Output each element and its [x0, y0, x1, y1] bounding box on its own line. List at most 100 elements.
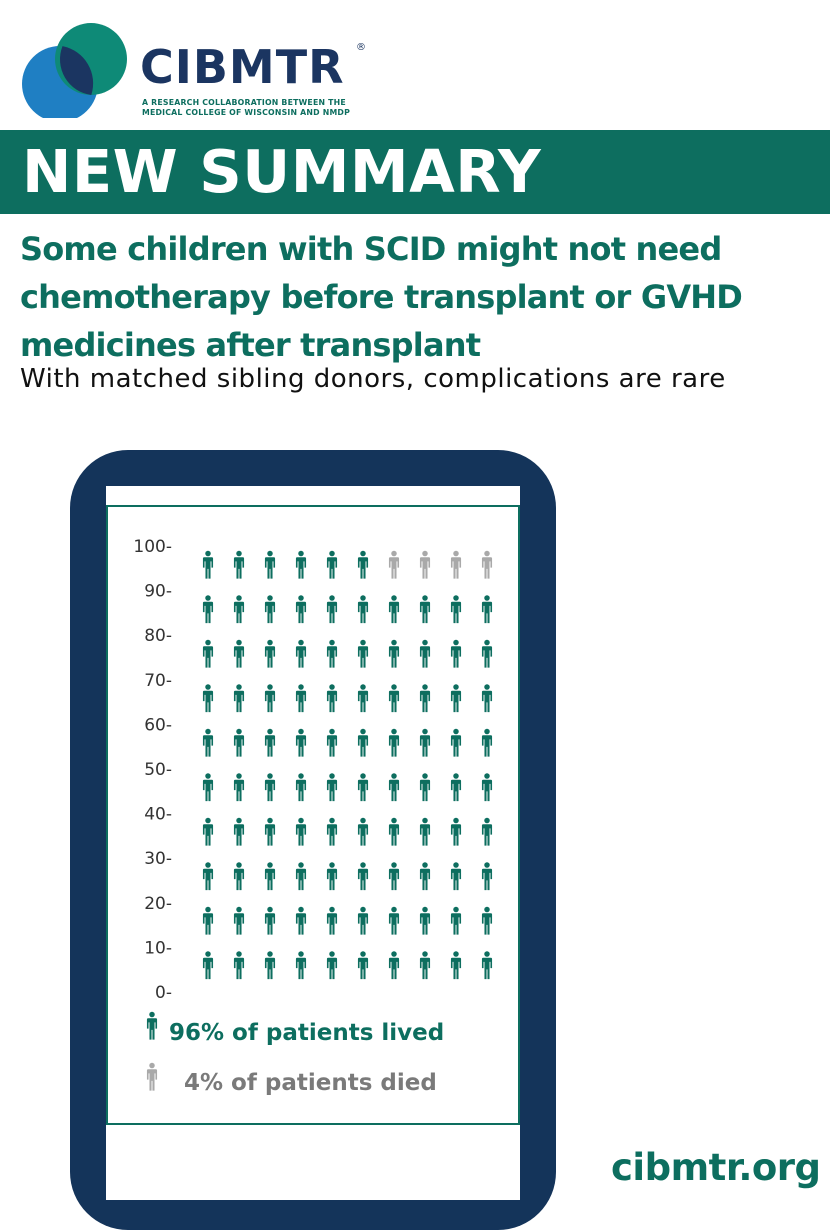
person-icon-lived — [326, 728, 338, 757]
y-tick-label: 30- — [144, 849, 172, 869]
y-tick-label: 90- — [144, 582, 172, 602]
person-icon-lived — [295, 728, 307, 757]
person-icon-lived — [295, 951, 307, 980]
logo-tagline-line2: MEDICAL COLLEGE OF WISCONSIN AND NMDP — [142, 107, 350, 117]
person-icon-lived — [357, 684, 369, 713]
person-icon-lived — [295, 817, 307, 846]
person-icon-lived — [264, 906, 276, 935]
person-icon-lived — [450, 639, 462, 668]
person-icon-lived — [481, 817, 493, 846]
person-icon-lived — [233, 595, 245, 624]
person-icon-lived — [481, 906, 493, 935]
person-icon-lived — [357, 639, 369, 668]
person-icon-lived — [450, 728, 462, 757]
person-icon-lived — [264, 773, 276, 802]
person-icon-lived — [264, 951, 276, 980]
person-icon-lived — [202, 906, 214, 935]
person-icon-lived — [295, 639, 307, 668]
person-icon-lived — [357, 951, 369, 980]
person-icon-lived — [295, 595, 307, 624]
person-icon-lived — [481, 684, 493, 713]
y-tick-label: 20- — [144, 894, 172, 914]
person-icon-lived — [450, 951, 462, 980]
person-icon-lived — [202, 817, 214, 846]
person-icon-lived — [326, 639, 338, 668]
person-icon-lived — [233, 951, 245, 980]
person-icon-lived — [419, 951, 431, 980]
person-icon-lived — [264, 684, 276, 713]
person-icon-lived — [419, 639, 431, 668]
y-tick-label: 70- — [144, 671, 172, 691]
person-icon-lived — [388, 639, 400, 668]
person-icon-lived — [295, 773, 307, 802]
person-icon-lived — [388, 773, 400, 802]
person-icon-lived — [388, 862, 400, 891]
banner-title: NEW SUMMARY — [22, 137, 542, 206]
person-icon-lived — [295, 906, 307, 935]
person-icon-lived — [450, 906, 462, 935]
logo-registered-mark: ® — [356, 42, 366, 53]
cibmtr-logo: CIBMTR ® A RESEARCH COLLABORATION BETWEE… — [18, 18, 378, 118]
person-icon-lived — [202, 595, 214, 624]
person-icon-lived — [450, 595, 462, 624]
person-icon-lived — [326, 817, 338, 846]
pictograph-chart: 100- 90- 80- 70- 60- 50- 40- 30- 20- 10- 0- 96% of… — [106, 505, 520, 1125]
person-icon-died — [450, 550, 462, 579]
person-icon-lived — [326, 550, 338, 579]
person-icon-lived — [326, 684, 338, 713]
y-tick-label: 60- — [144, 715, 172, 735]
person-icon-lived — [202, 773, 214, 802]
person-icon-lived — [419, 595, 431, 624]
person-icon-lived — [388, 684, 400, 713]
y-tick-label: 50- — [144, 760, 172, 780]
person-icon-lived — [419, 862, 431, 891]
person-icon-lived — [419, 684, 431, 713]
person-icon-died — [388, 550, 400, 579]
person-icon-lived — [326, 862, 338, 891]
site-url: cibmtr.org — [611, 1146, 821, 1189]
person-icon-lived — [295, 862, 307, 891]
y-tick-label: 10- — [144, 938, 172, 958]
summary-banner: NEW SUMMARY — [0, 130, 830, 214]
person-icon-lived — [388, 817, 400, 846]
legend-lived-icon — [146, 1011, 158, 1040]
person-icon-died — [481, 550, 493, 579]
person-icon-lived — [481, 728, 493, 757]
pictograph-svg: 100- 90- 80- 70- 60- 50- 40- 30- 20- 10- 0- 96% of… — [133, 537, 493, 1096]
legend-died-label: 4% of patients died — [184, 1070, 437, 1096]
logo-tagline: A RESEARCH COLLABORATION BETWEEN THE MED… — [142, 98, 382, 117]
logo-name: CIBMTR — [140, 40, 345, 94]
y-tick-label: 80- — [144, 626, 172, 646]
person-icon-lived — [264, 728, 276, 757]
person-icon-lived — [326, 773, 338, 802]
person-icon-lived — [233, 817, 245, 846]
person-icon-lived — [450, 817, 462, 846]
person-icon-lived — [264, 550, 276, 579]
subhead: With matched sibling donors, complicatio… — [20, 364, 726, 394]
person-icon-lived — [481, 639, 493, 668]
person-icon-lived — [357, 773, 369, 802]
person-icon-lived — [357, 817, 369, 846]
person-icon-lived — [233, 684, 245, 713]
person-icon-lived — [481, 951, 493, 980]
person-icon-lived — [357, 728, 369, 757]
person-icon-lived — [450, 684, 462, 713]
person-icon-lived — [419, 817, 431, 846]
person-icon-lived — [233, 773, 245, 802]
person-icon-lived — [233, 728, 245, 757]
person-icon-lived — [202, 684, 214, 713]
person-icon-lived — [450, 773, 462, 802]
person-icon-lived — [202, 862, 214, 891]
person-icon-lived — [295, 684, 307, 713]
logo-tagline-line1: A RESEARCH COLLABORATION BETWEEN THE — [142, 98, 346, 107]
legend-died-icon — [146, 1062, 158, 1091]
person-icon-lived — [481, 773, 493, 802]
person-icon-lived — [326, 951, 338, 980]
person-icon-lived — [419, 773, 431, 802]
y-tick-label: 100- — [133, 537, 172, 557]
person-icon-lived — [388, 906, 400, 935]
person-icon-lived — [264, 862, 276, 891]
legend-lived-label: 96% of patients lived — [169, 1020, 444, 1046]
person-icon-lived — [202, 639, 214, 668]
person-icon-died — [419, 550, 431, 579]
